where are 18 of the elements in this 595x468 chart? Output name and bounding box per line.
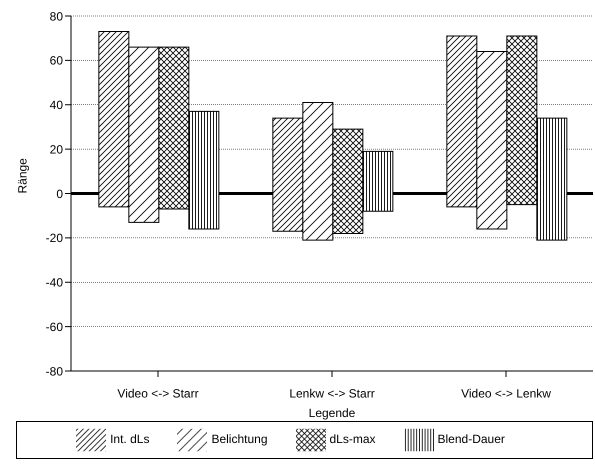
legend-label: Belichtung [211, 432, 268, 446]
legend-label: Int. dLs [110, 432, 150, 446]
legend-label: dLs-max [330, 432, 376, 446]
y-tick-label: 60 [50, 54, 64, 68]
y-tick-label: -20 [46, 231, 64, 246]
x-axis-title: Legende [308, 406, 356, 420]
y-tick-label: 0 [56, 186, 64, 201]
x-tick-label: Lenkw <-> Starr [289, 386, 375, 401]
x-tick-label: Video <-> Starr [117, 386, 199, 401]
y-tick-label: 40 [50, 98, 64, 112]
legend-label: Blend-Dauer [438, 432, 505, 446]
y-tick-label: 80 [50, 9, 64, 24]
y-axis-title: Ränge [15, 158, 30, 194]
y-tick-label: -60 [46, 320, 64, 334]
y-tick-label: -40 [46, 276, 64, 290]
y-tick-label: -80 [46, 364, 64, 378]
y-tick-label: 20 [50, 142, 64, 156]
x-tick-label: Video <-> Lenkw [461, 386, 552, 401]
